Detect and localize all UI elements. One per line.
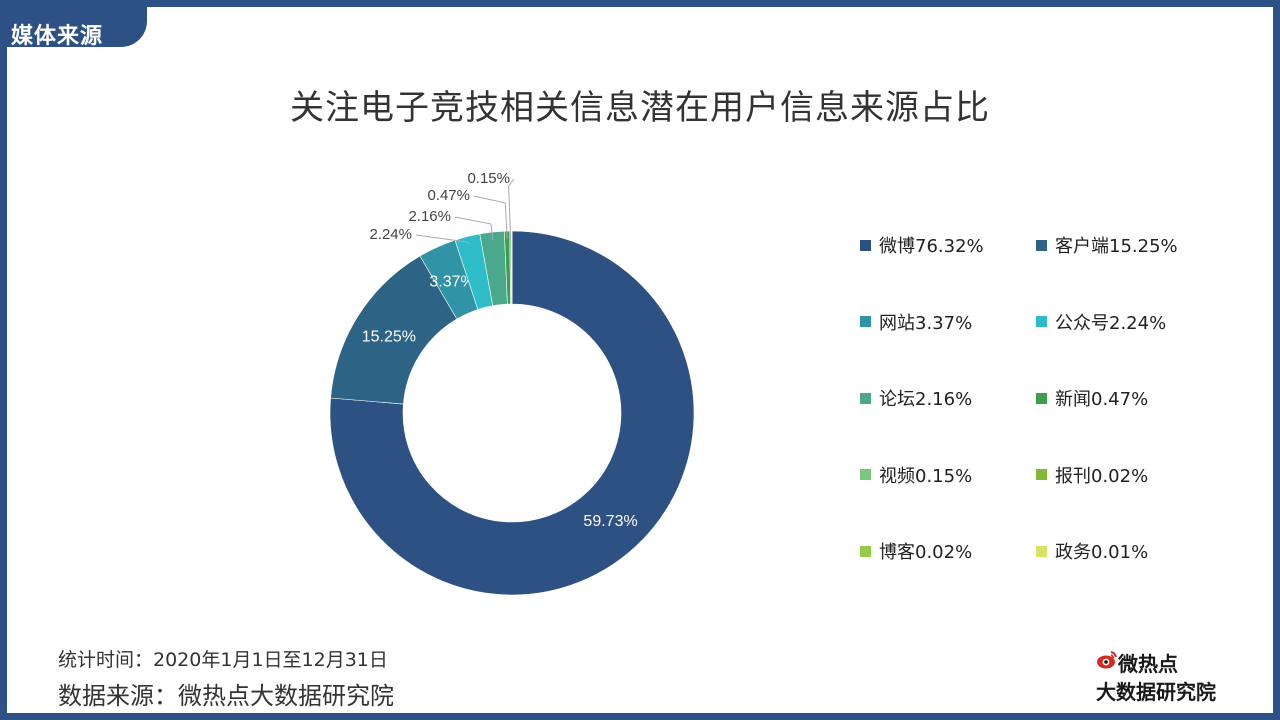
slice-label-3: 2.24% bbox=[369, 226, 412, 243]
legend-item: 公众号2.24% bbox=[1036, 309, 1166, 335]
weiredian-logo: 微热点 大数据研究院 bbox=[1096, 648, 1246, 704]
legend-item: 博客0.02% bbox=[860, 538, 972, 564]
legend-swatch bbox=[1036, 392, 1047, 404]
legend-label: 客户端15.25% bbox=[1055, 236, 1178, 257]
slice-label-0: 59.73% bbox=[583, 513, 637, 530]
section-tag: 媒体来源 bbox=[0, 0, 147, 49]
legend-label: 视频0.15% bbox=[879, 465, 973, 487]
legend-label: 政务0.01% bbox=[1055, 542, 1149, 563]
leader-line-4 bbox=[454, 216, 494, 241]
chart-title: 关注电子竞技相关信息潜在用户信息来源占比 bbox=[290, 88, 990, 128]
legend-item: 报刊0.02% bbox=[1036, 462, 1148, 488]
statistics-period: 统计时间：2020年1月1日至12月31日 bbox=[58, 649, 388, 671]
logo-text-bottom: 大数据研究院 bbox=[1096, 680, 1216, 704]
leader-line-3 bbox=[415, 234, 470, 245]
legend-label: 微博76.32% bbox=[879, 236, 984, 257]
slice-label-1: 15.25% bbox=[362, 329, 416, 346]
logo-eye-icon bbox=[1097, 651, 1117, 669]
legend-item: 政务0.01% bbox=[1036, 538, 1148, 564]
slice-label-6: 0.15% bbox=[467, 170, 510, 187]
legend-swatch bbox=[860, 469, 871, 480]
legend-swatch bbox=[860, 392, 871, 404]
slice-label-2: 3.37% bbox=[429, 273, 474, 290]
legend-label: 报刊0.02% bbox=[1055, 465, 1149, 487]
legend-item: 新闻0.47% bbox=[1036, 385, 1148, 411]
legend-label: 网站3.37% bbox=[879, 312, 973, 334]
section-tag-label: 媒体来源 bbox=[11, 24, 104, 49]
leader-line-6 bbox=[508, 178, 515, 240]
legend-item: 微博76.32% bbox=[860, 232, 984, 258]
legend-label: 公众号2.24% bbox=[1055, 312, 1167, 334]
legend-swatch bbox=[1036, 469, 1047, 480]
legend-item: 视频0.15% bbox=[860, 462, 972, 488]
legend-label: 论坛2.16% bbox=[879, 389, 973, 410]
data-source: 数据来源：微热点大数据研究院 bbox=[58, 682, 394, 710]
legend-swatch bbox=[1036, 545, 1047, 557]
slice-label-5: 0.47% bbox=[427, 187, 470, 204]
legend-swatch bbox=[1036, 239, 1047, 251]
legend-item: 论坛2.16% bbox=[860, 385, 972, 411]
legend-item: 客户端15.25% bbox=[1036, 232, 1178, 258]
legend-swatch bbox=[860, 316, 871, 327]
legend-label: 博客0.02% bbox=[879, 542, 973, 563]
donut-slice-0 bbox=[329, 230, 695, 596]
legend-label: 新闻0.47% bbox=[1055, 389, 1149, 410]
logo-text-top: 微热点 bbox=[1118, 652, 1178, 676]
legend-swatch bbox=[860, 239, 871, 251]
legend-swatch bbox=[860, 545, 871, 557]
leader-line-5 bbox=[473, 195, 508, 240]
legend-item: 网站3.37% bbox=[860, 309, 972, 335]
slice-label-4: 2.16% bbox=[408, 208, 451, 225]
legend-swatch bbox=[1036, 316, 1047, 327]
